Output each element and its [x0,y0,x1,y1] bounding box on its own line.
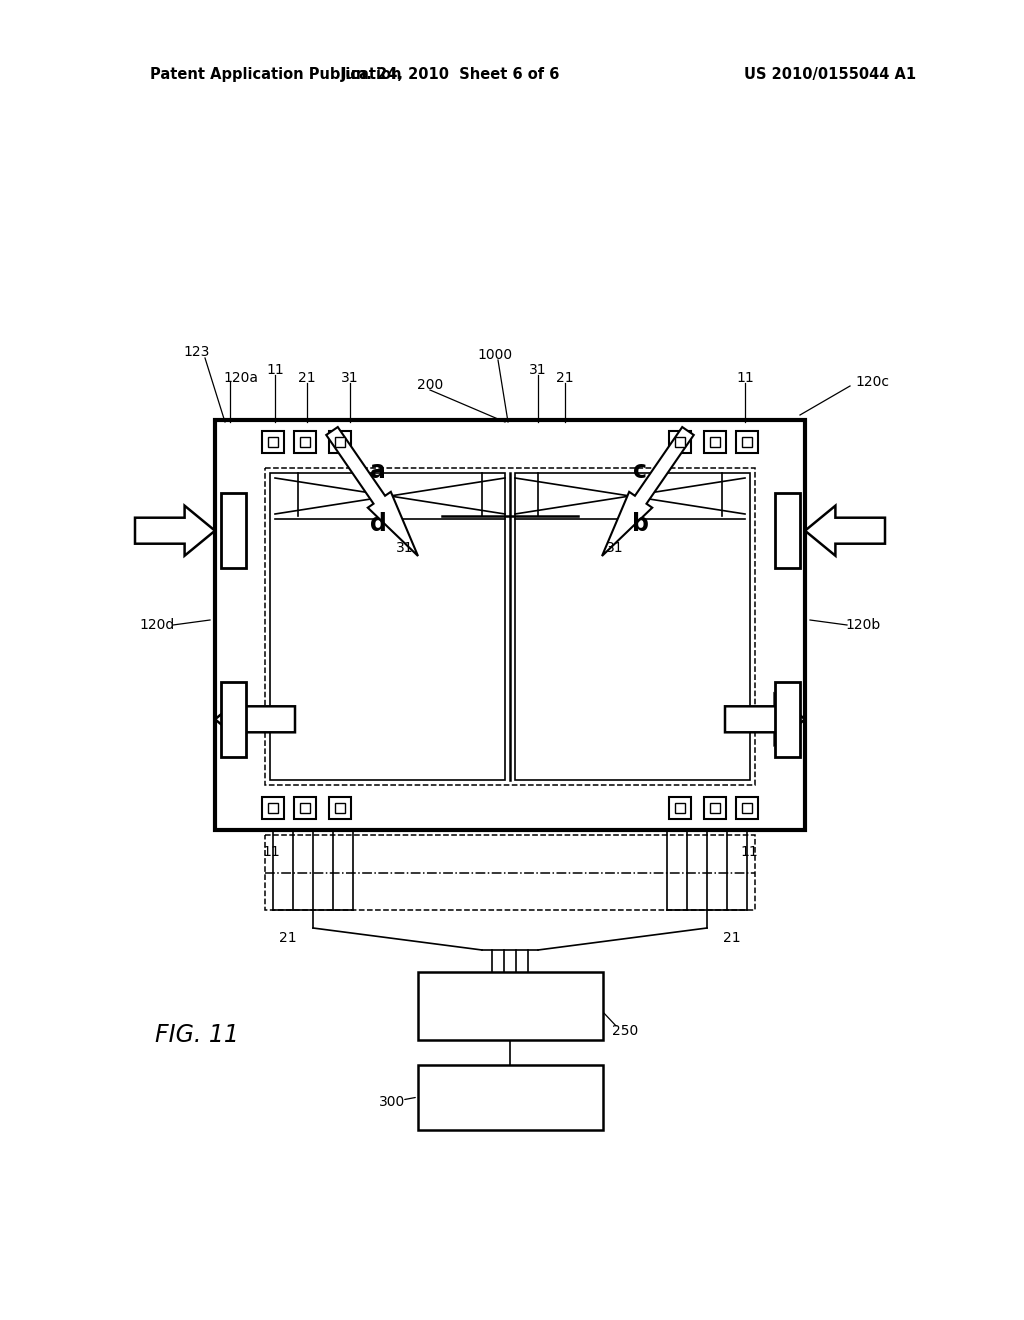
Text: 11: 11 [740,845,758,859]
Bar [329,797,351,818]
Bar [265,836,755,909]
Bar [265,469,755,785]
Text: 120b: 120b [846,618,881,632]
Text: 31: 31 [606,541,624,554]
Bar [294,797,316,818]
Text: FIG. 11: FIG. 11 [155,1023,239,1047]
Text: 11: 11 [266,363,284,378]
Bar [270,473,505,780]
Bar [710,437,720,447]
Polygon shape [602,428,694,556]
Bar [736,432,758,453]
Text: 1000: 1000 [477,348,513,362]
Bar [300,437,310,447]
Bar [262,797,284,818]
Text: 21: 21 [280,931,297,945]
Text: 31: 31 [529,363,547,378]
Bar [669,432,691,453]
Text: 120a: 120a [223,371,258,385]
Text: 21: 21 [723,931,740,945]
Bar [669,797,691,818]
Bar [329,432,351,453]
Bar [675,803,685,813]
Text: 300: 300 [379,1096,406,1109]
Text: c: c [633,459,647,483]
Bar [705,432,726,453]
Text: 250: 250 [612,1024,638,1038]
Bar [294,432,316,453]
Text: 21: 21 [556,371,573,385]
Text: 200: 200 [417,378,443,392]
Bar [774,494,800,568]
Text: 31: 31 [396,541,414,554]
Text: d: d [370,512,386,536]
Bar [774,682,800,756]
Bar [418,972,603,1040]
Text: Patent Application Publication: Patent Application Publication [150,67,401,82]
Text: 11: 11 [736,371,754,385]
Polygon shape [135,506,215,556]
Bar [268,437,278,447]
Text: 120d: 120d [139,618,175,632]
Polygon shape [805,506,885,556]
Bar [736,797,758,818]
Bar [215,420,805,830]
Text: 123: 123 [184,345,210,359]
Bar [220,494,246,568]
Polygon shape [725,694,805,744]
Bar [742,437,752,447]
Bar [335,803,345,813]
Bar [710,803,720,813]
Polygon shape [215,694,295,744]
Text: Jun. 24, 2010  Sheet 6 of 6: Jun. 24, 2010 Sheet 6 of 6 [340,67,560,82]
Bar [262,432,284,453]
Bar [220,682,246,756]
Bar [705,797,726,818]
Text: a: a [370,459,386,483]
Bar [418,1065,603,1130]
Text: b: b [632,512,648,536]
Text: 11: 11 [262,845,280,859]
Text: 21: 21 [298,371,315,385]
Bar [268,803,278,813]
Bar [515,473,750,780]
Bar [675,437,685,447]
Bar [335,437,345,447]
Polygon shape [327,428,418,556]
Bar [742,803,752,813]
Text: 120c: 120c [855,375,889,389]
Bar [300,803,310,813]
Text: 31: 31 [341,371,358,385]
Text: US 2010/0155044 A1: US 2010/0155044 A1 [744,67,916,82]
